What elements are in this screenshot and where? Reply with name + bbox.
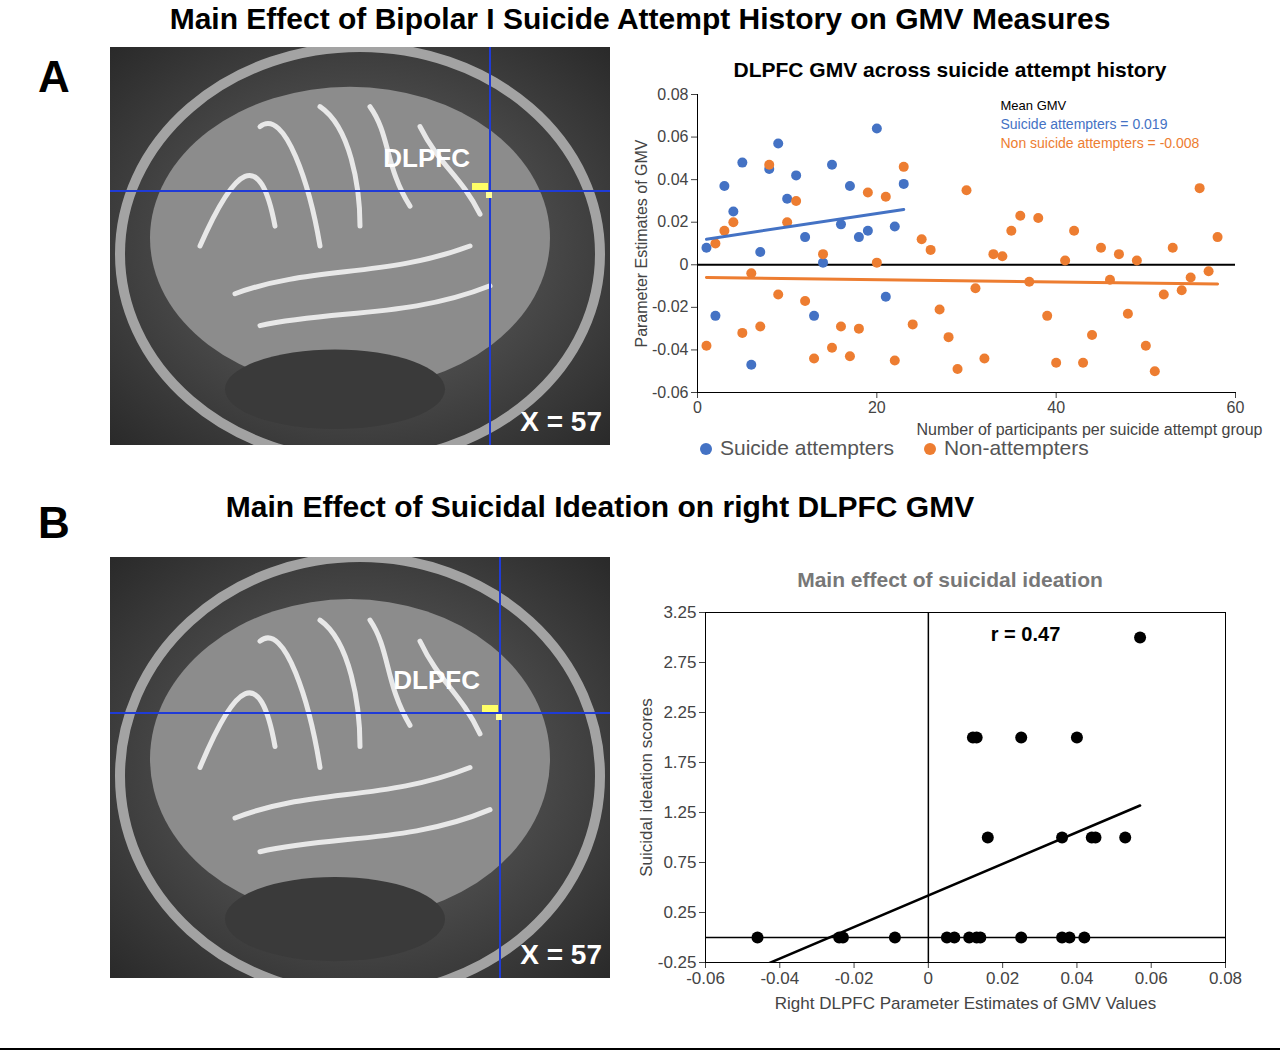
svg-text:Non suicide attempters = -0.00: Non suicide attempters = -0.008 — [1001, 135, 1200, 151]
svg-text:Number of participants per sui: Number of participants per suicide attem… — [917, 421, 1263, 438]
svg-text:-0.06: -0.06 — [686, 969, 725, 988]
svg-text:0.04: 0.04 — [657, 171, 688, 188]
svg-text:Parameter Estimates of GMV: Parameter Estimates of GMV — [633, 139, 650, 347]
svg-text:0: 0 — [693, 399, 702, 416]
svg-text:60: 60 — [1227, 399, 1245, 416]
html-text:Suicide attempters: Suicide attempters — [720, 436, 894, 459]
svg-text:r = 0.47: r = 0.47 — [991, 623, 1061, 645]
svg-text:0.08: 0.08 — [1209, 969, 1242, 988]
svg-text:DLPFC: DLPFC — [393, 665, 480, 695]
svg-text:2.75: 2.75 — [663, 653, 696, 672]
svg-text:Right DLPFC Parameter Estimate: Right DLPFC Parameter Estimates of GMV V… — [775, 994, 1156, 1013]
svg-text:0.08: 0.08 — [657, 86, 688, 103]
svg-text:0.25: 0.25 — [663, 903, 696, 922]
svg-text:-0.06: -0.06 — [652, 384, 689, 401]
svg-text:X = 57: X = 57 — [520, 939, 602, 970]
html-text:B: B — [38, 498, 70, 547]
svg-text:0.02: 0.02 — [986, 969, 1019, 988]
svg-text:0.75: 0.75 — [663, 853, 696, 872]
svg-text:-0.04: -0.04 — [652, 341, 689, 358]
html-text:Main Effect of Suicidal Ideati: Main Effect of Suicidal Ideation on righ… — [225, 490, 975, 523]
html-text:DLPFC GMV across suicide attem: DLPFC GMV across suicide attempt history — [733, 58, 1167, 81]
svg-text:-0.02: -0.02 — [835, 969, 874, 988]
html-text:Main effect of suicidal ideati: Main effect of suicidal ideation — [797, 568, 1103, 591]
svg-text:0.06: 0.06 — [657, 128, 688, 145]
html-text:A: A — [38, 52, 70, 101]
svg-text:20: 20 — [868, 399, 886, 416]
svg-text:-0.02: -0.02 — [652, 298, 689, 315]
svg-text:-0.04: -0.04 — [760, 969, 799, 988]
svg-text:0.02: 0.02 — [657, 213, 688, 230]
svg-text:Mean GMV: Mean GMV — [1001, 98, 1067, 113]
svg-text:2.25: 2.25 — [663, 703, 696, 722]
svg-text:-0.25: -0.25 — [657, 952, 697, 972]
svg-text:0.06: 0.06 — [1135, 969, 1168, 988]
html-text:Non-attempters: Non-attempters — [943, 436, 1089, 459]
svg-text:X = 57: X = 57 — [520, 406, 602, 437]
svg-text:0: 0 — [924, 969, 933, 988]
svg-text:Suicide attempters = 0.019: Suicide attempters = 0.019 — [1001, 116, 1168, 132]
svg-text:0.04: 0.04 — [1060, 969, 1093, 988]
svg-text:40: 40 — [1047, 399, 1065, 416]
svg-text:0: 0 — [680, 256, 689, 273]
svg-text:1.25: 1.25 — [663, 803, 696, 822]
html-text:Main Effect of Bipolar I Suici: Main Effect of Bipolar I Suicide Attempt… — [169, 2, 1111, 35]
svg-text:DLPFC: DLPFC — [383, 143, 470, 173]
svg-text:Suicidal ideation scores: Suicidal ideation scores — [637, 698, 656, 877]
svg-text:3.25: 3.25 — [663, 603, 696, 622]
svg-text:1.75: 1.75 — [663, 753, 696, 772]
